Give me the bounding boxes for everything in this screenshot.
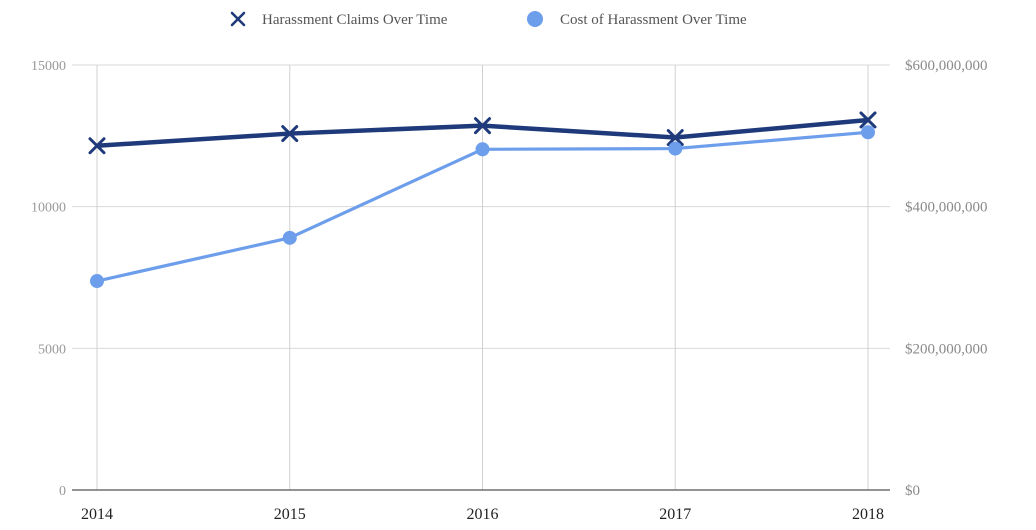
x-tick-label: 2018: [852, 506, 884, 523]
x-tick-label: 2015: [274, 506, 306, 523]
legend-label: Cost of Harassment Over Time: [560, 12, 747, 28]
data-point-circle: [475, 142, 490, 157]
data-point-circle: [668, 141, 683, 156]
y-left-tick-label: 0: [59, 484, 66, 499]
x-tick-label: 2016: [467, 506, 499, 523]
y-left-tick-label: 10000: [31, 201, 66, 216]
x-tick-label: 2017: [659, 506, 691, 523]
y-right-tick-label: $200,000,000: [905, 341, 988, 357]
data-point-x-marker: [666, 129, 684, 147]
legend-circle-icon: [527, 11, 543, 27]
data-point-circle: [282, 230, 297, 245]
y-right-tick-label: $400,000,000: [905, 200, 988, 216]
y-right-tick-label: $600,000,000: [905, 58, 988, 74]
data-point-x-marker: [281, 125, 299, 143]
y-left-tick-label: 15000: [31, 59, 66, 74]
y-left-tick-label: 5000: [38, 342, 66, 357]
data-point-x-marker: [474, 117, 491, 135]
y-right-tick-label: $0: [905, 483, 920, 499]
legend-label: Harassment Claims Over Time: [262, 12, 448, 28]
x-tick-label: 2014: [81, 506, 113, 523]
data-point-circle: [90, 274, 104, 289]
legend-x-icon: [230, 11, 246, 27]
data-point-x-marker: [859, 111, 877, 129]
data-point-x-marker: [88, 137, 106, 155]
data-point-circle: [861, 125, 875, 140]
